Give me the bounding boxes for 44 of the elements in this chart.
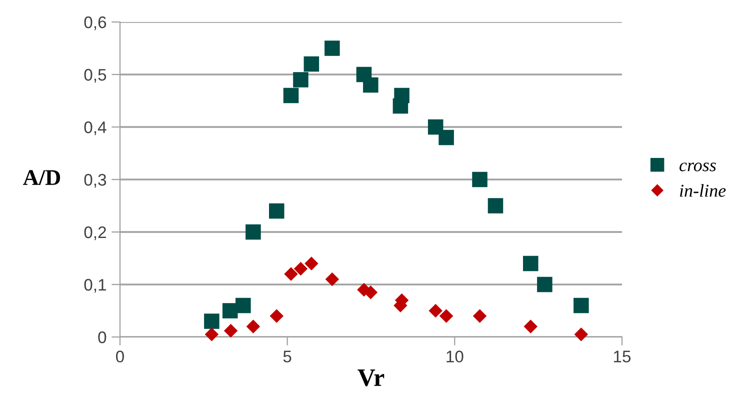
point xyxy=(428,304,442,318)
point xyxy=(439,309,454,323)
x-tick-label: 10 xyxy=(446,350,464,362)
y-tick-label: 0,6 xyxy=(84,16,106,30)
point xyxy=(283,88,299,104)
point xyxy=(246,320,260,334)
point xyxy=(284,267,298,281)
y-tick-label: 0,1 xyxy=(84,278,106,293)
point xyxy=(304,56,320,72)
y-tick-label: 0 xyxy=(98,331,106,344)
point xyxy=(574,298,589,314)
x-axis-title: Vr xyxy=(358,369,384,386)
y-tick-label: 0,2 xyxy=(84,226,106,240)
y-tick-label: 0,4 xyxy=(84,121,106,136)
point xyxy=(224,324,238,338)
legend-label: in-line xyxy=(680,184,726,197)
point xyxy=(294,262,308,276)
legend-label: cross xyxy=(680,162,716,172)
point xyxy=(438,130,454,146)
point xyxy=(204,314,220,329)
point xyxy=(324,40,340,56)
point xyxy=(270,309,284,323)
point xyxy=(488,198,504,214)
y-axis-title: A/D xyxy=(23,170,60,186)
y-tick-label: 0,5 xyxy=(84,68,106,83)
point xyxy=(304,256,318,270)
point xyxy=(394,88,410,104)
x-tick-label: 15 xyxy=(614,350,631,362)
point xyxy=(472,172,488,188)
point xyxy=(574,328,588,342)
point xyxy=(524,320,538,334)
point xyxy=(268,203,284,219)
point xyxy=(325,272,340,286)
point xyxy=(537,276,552,292)
point xyxy=(522,256,538,272)
point xyxy=(204,328,219,342)
x-tick-label: 0 xyxy=(116,350,124,362)
point xyxy=(236,298,251,314)
x-tick-label: 5 xyxy=(283,350,292,362)
point xyxy=(246,224,261,240)
point xyxy=(472,309,487,323)
point xyxy=(293,72,308,88)
y-tick-label: 0,3 xyxy=(84,174,106,188)
point xyxy=(363,77,378,93)
